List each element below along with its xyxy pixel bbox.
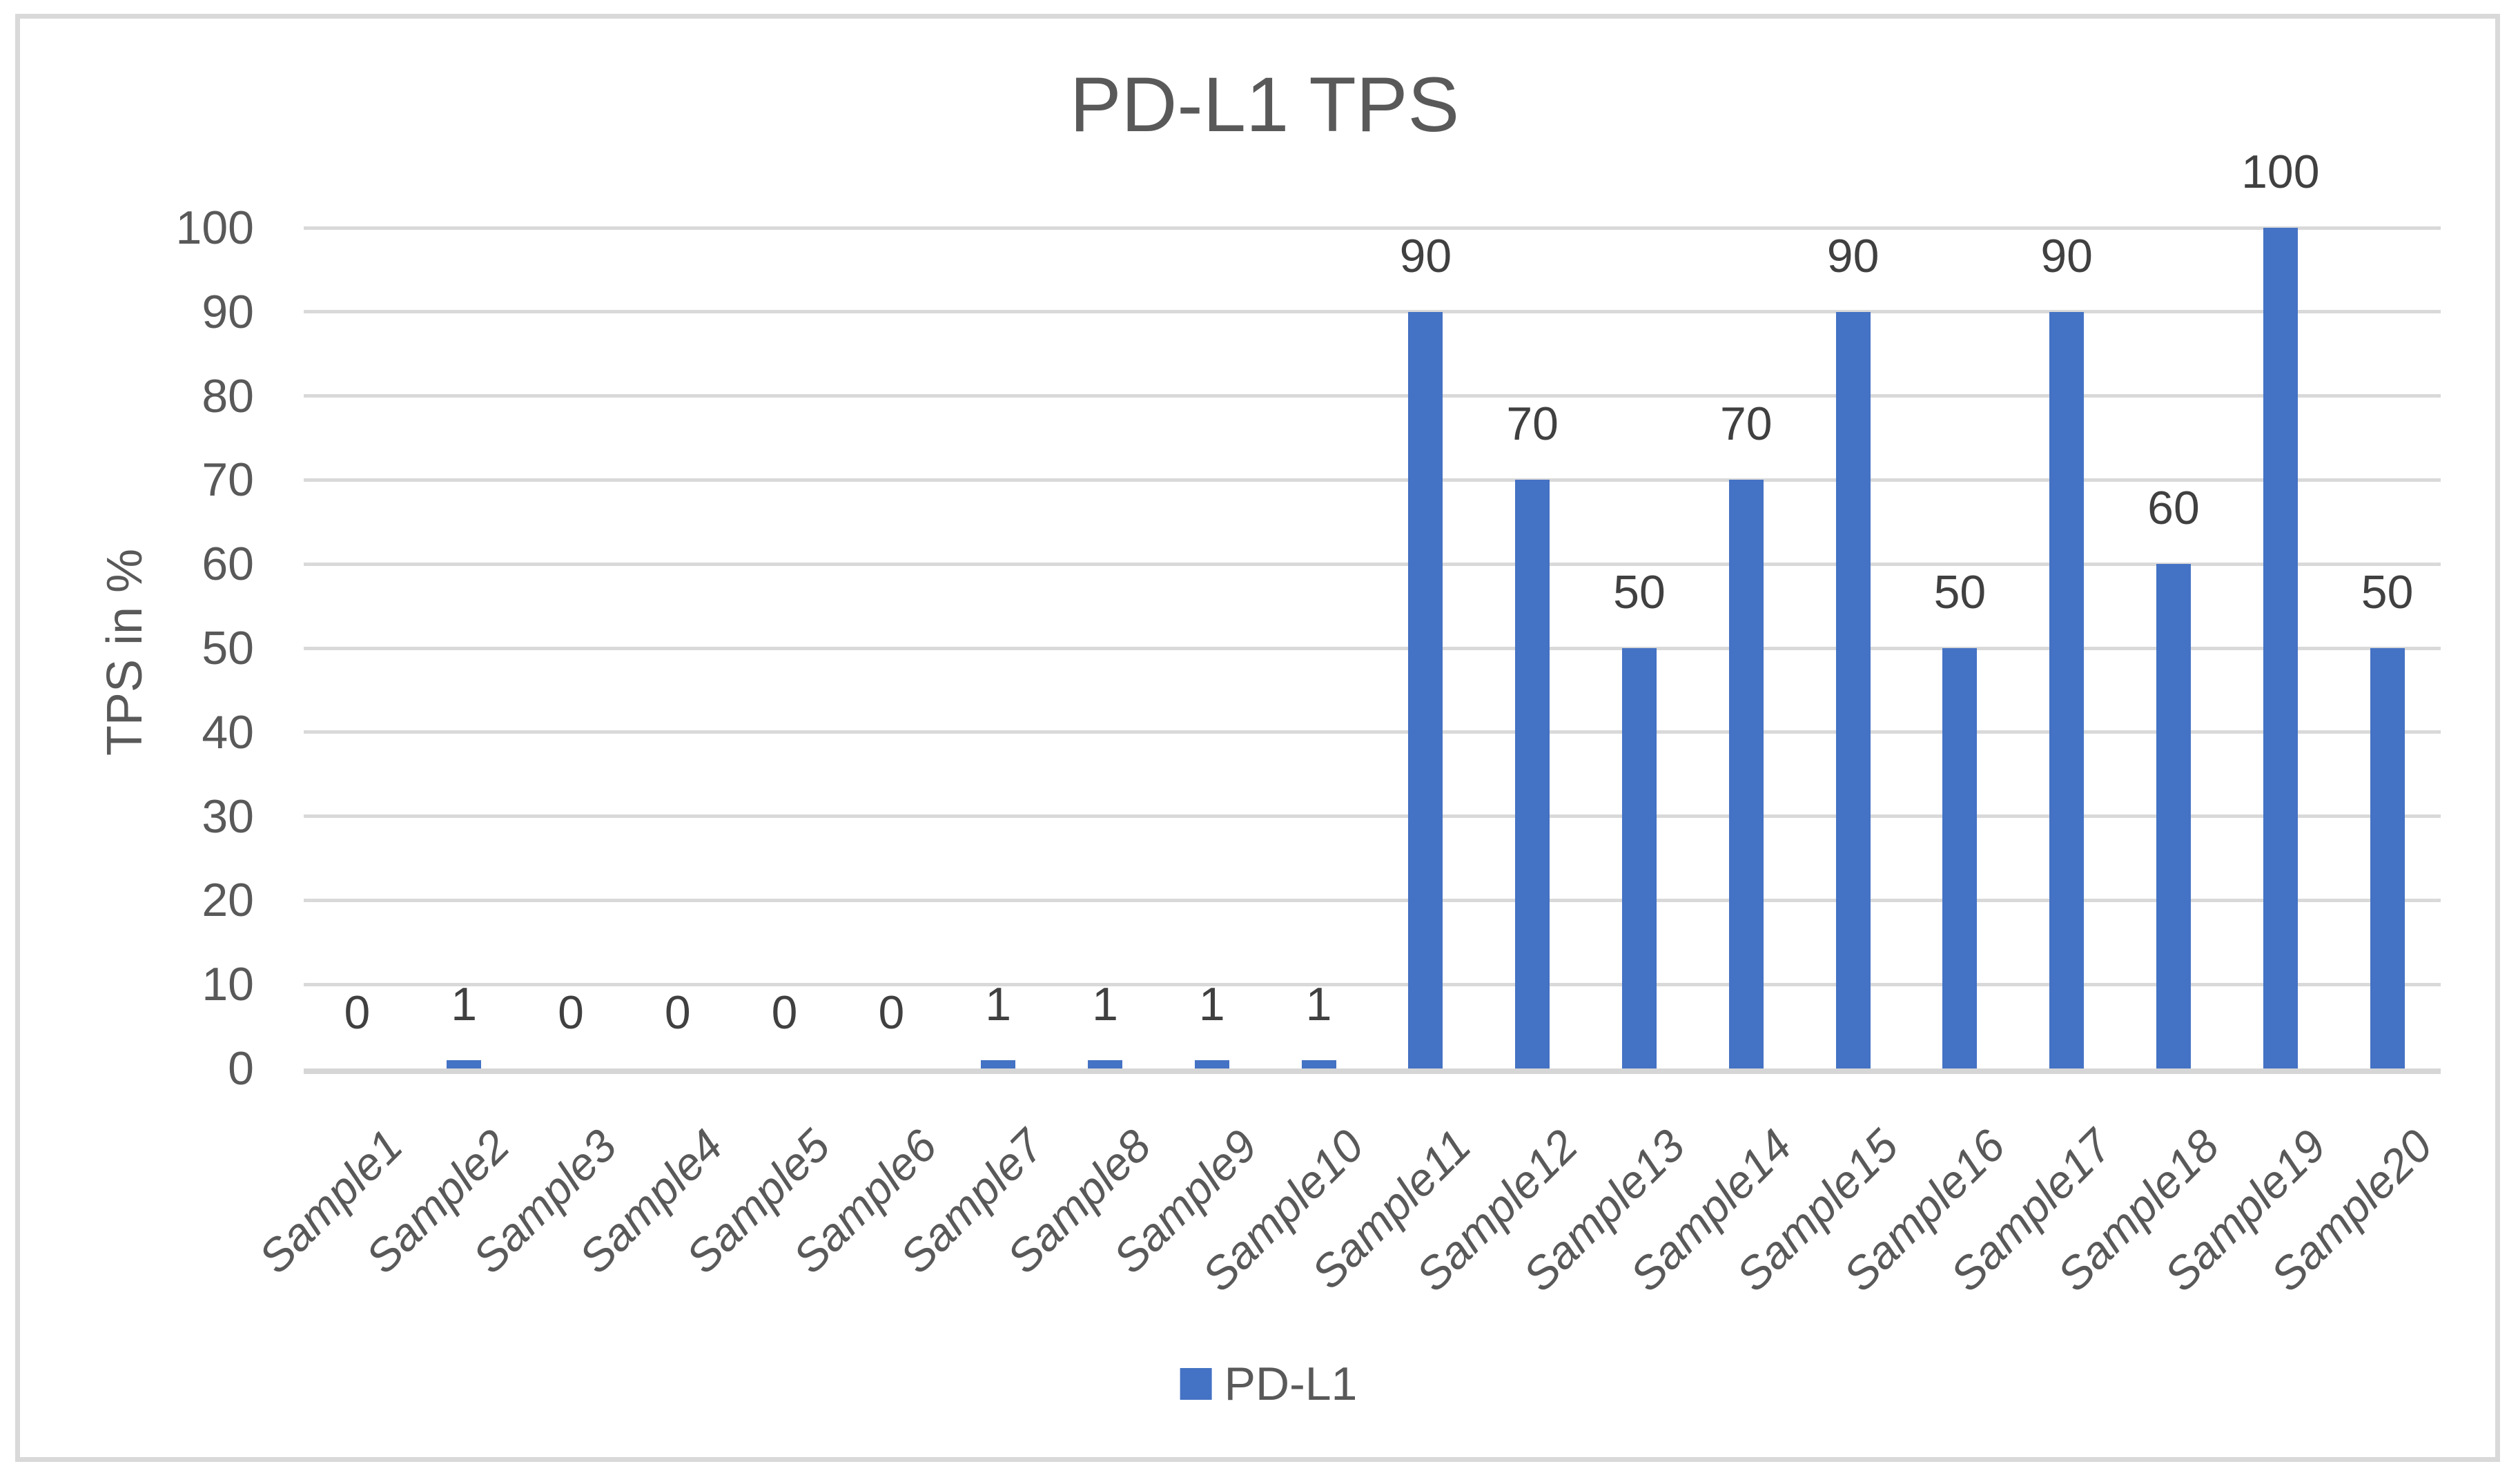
bar-Sample15	[1835, 311, 1871, 1068]
bar-Sample18	[2156, 564, 2191, 1068]
data-label-Sample10: 1	[1305, 977, 1332, 1031]
bar-Sample8	[1088, 1060, 1122, 1068]
bar-Sample7	[981, 1060, 1016, 1068]
y-tick-label-40: 40	[202, 705, 254, 759]
gridline-40	[304, 730, 2441, 734]
gridline-50	[304, 646, 2441, 650]
bar-Sample17	[2049, 311, 2085, 1068]
legend: PD-L1	[1180, 1358, 1358, 1410]
bar-Sample9	[1194, 1060, 1229, 1068]
data-label-Sample12: 70	[1506, 398, 1559, 451]
gridline-80	[304, 394, 2441, 398]
data-label-Sample1: 0	[344, 986, 371, 1039]
y-tick-label-30: 30	[202, 790, 254, 843]
data-label-Sample2: 1	[451, 977, 478, 1031]
gridline-60	[304, 562, 2441, 566]
bar-Sample14	[1728, 480, 1764, 1068]
bar-Sample10	[1301, 1060, 1336, 1068]
data-label-Sample18: 60	[2147, 482, 2200, 535]
data-label-Sample16: 50	[1933, 566, 1987, 618]
y-tick-label-10: 10	[202, 958, 254, 1011]
data-label-Sample11: 90	[1399, 229, 1452, 282]
y-tick-label-70: 70	[202, 453, 254, 507]
gridline-90	[304, 310, 2441, 314]
y-tick-label-20: 20	[202, 874, 254, 927]
data-label-Sample17: 90	[2040, 229, 2094, 282]
gridline-70	[304, 478, 2441, 482]
bar-Sample12	[1515, 480, 1550, 1068]
data-label-Sample15: 90	[1826, 229, 1880, 282]
y-tick-label-50: 50	[202, 622, 254, 674]
chart-border	[15, 14, 2500, 1462]
bar-Sample16	[1942, 648, 1978, 1068]
y-tick-label-100: 100	[175, 202, 254, 254]
gridline-30	[304, 814, 2441, 819]
legend-swatch-icon	[1180, 1368, 1212, 1400]
chart-title: PD-L1 TPS	[1069, 61, 1460, 148]
data-label-Sample6: 0	[878, 986, 905, 1039]
bar-Sample19	[2263, 228, 2298, 1068]
gridline-20	[304, 898, 2441, 902]
gridline-10	[304, 982, 2441, 986]
bar-Sample13	[1622, 648, 1657, 1068]
data-label-Sample13: 50	[1613, 566, 1666, 618]
data-label-Sample4: 0	[664, 986, 691, 1039]
data-label-Sample19: 100	[2241, 146, 2320, 198]
data-label-Sample3: 0	[558, 986, 584, 1039]
y-tick-label-60: 60	[202, 538, 254, 591]
y-tick-label-80: 80	[202, 369, 254, 422]
data-label-Sample9: 1	[1198, 977, 1225, 1031]
data-label-Sample14: 70	[1719, 398, 1773, 451]
data-label-Sample20: 50	[2361, 566, 2414, 618]
y-tick-label-0: 0	[228, 1042, 254, 1095]
bar-Sample20	[2370, 648, 2405, 1068]
data-label-Sample5: 0	[771, 986, 798, 1039]
x-axis-line	[304, 1068, 2441, 1074]
gridline-100	[304, 226, 2441, 230]
legend-series-label: PD-L1	[1224, 1358, 1358, 1410]
data-label-Sample7: 1	[985, 977, 1012, 1031]
y-tick-label-90: 90	[202, 285, 254, 338]
data-label-Sample8: 1	[1092, 977, 1118, 1031]
bar-Sample2	[447, 1060, 482, 1068]
bar-Sample11	[1408, 311, 1443, 1068]
